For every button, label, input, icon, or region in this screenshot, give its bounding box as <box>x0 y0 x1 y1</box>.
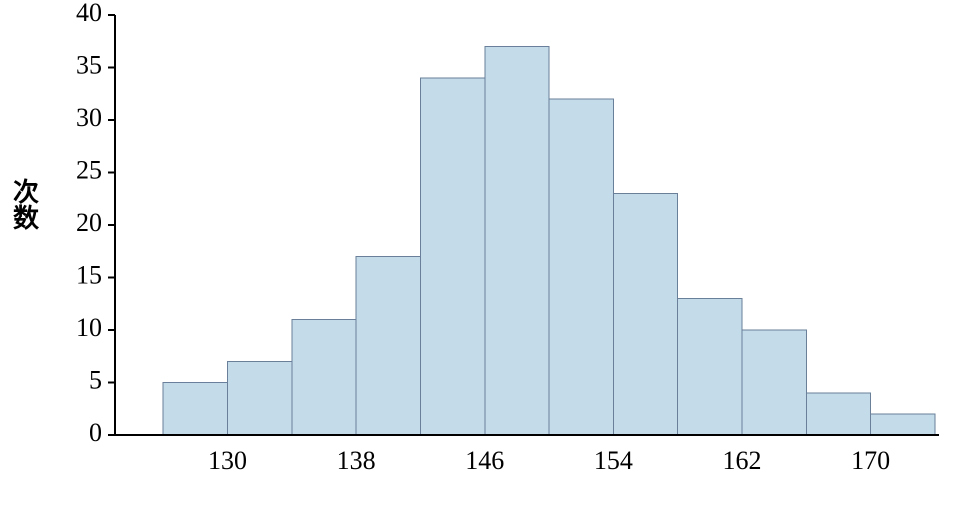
y-tick-label: 30 <box>76 103 102 132</box>
y-tick-label: 40 <box>76 0 102 27</box>
x-tick-label: 138 <box>337 446 376 475</box>
histogram-bar <box>292 320 356 436</box>
histogram-bar <box>163 383 227 436</box>
histogram-bar <box>420 78 484 435</box>
x-tick-label: 130 <box>208 446 247 475</box>
y-tick-label: 5 <box>89 365 102 394</box>
y-tick-label: 0 <box>89 418 102 447</box>
y-tick-label: 10 <box>76 313 102 342</box>
x-tick-label: 170 <box>851 446 890 475</box>
x-tick-label: 162 <box>723 446 762 475</box>
histogram-bar <box>485 47 549 436</box>
y-axis-label: 次数 <box>6 180 46 232</box>
y-axis-label-char: 数 <box>6 206 46 232</box>
histogram-plot: 0 5 10 15 20 25 30 35 40 130 138 146 154 162 170 <box>0 0 968 504</box>
histogram-bar <box>356 257 420 436</box>
x-tick-label: 146 <box>465 446 504 475</box>
y-tick-label: 15 <box>76 260 102 289</box>
histogram-bar <box>549 99 613 435</box>
x-tick-label: 154 <box>594 446 633 475</box>
histogram-bar <box>678 299 742 436</box>
histogram-figure: 次数 0 5 10 15 20 25 30 35 40 130 138 146 154 162 170 <box>0 0 968 504</box>
y-axis-label-char: 次 <box>6 180 46 206</box>
y-tick-label: 20 <box>76 208 102 237</box>
y-tick-label: 35 <box>76 50 102 79</box>
y-tick-label: 25 <box>76 155 102 184</box>
histogram-bar <box>806 393 870 435</box>
histogram-bar <box>613 194 677 436</box>
histogram-bar <box>742 330 806 435</box>
histogram-bar <box>871 414 935 435</box>
histogram-bar <box>228 362 292 436</box>
